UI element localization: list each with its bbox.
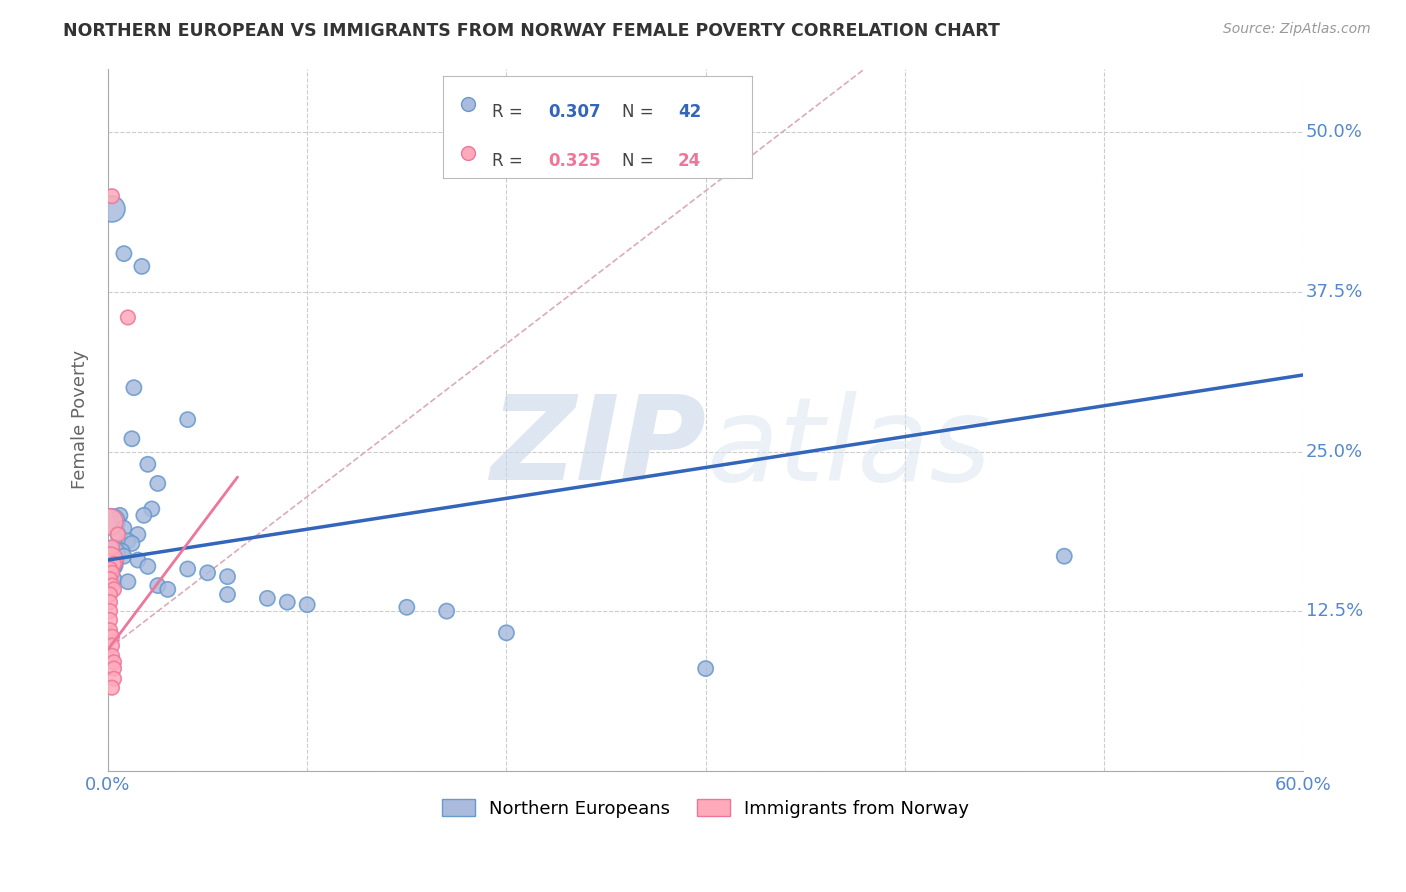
Point — [101, 630, 124, 644]
Point — [103, 557, 125, 571]
Point — [695, 662, 717, 676]
Point — [131, 260, 153, 274]
Point — [101, 639, 124, 653]
Text: 25.0%: 25.0% — [1306, 442, 1362, 460]
Text: 37.5%: 37.5% — [1306, 283, 1362, 301]
Point — [103, 549, 125, 564]
Text: 50.0%: 50.0% — [1306, 123, 1362, 141]
Text: 42: 42 — [678, 103, 702, 120]
Point — [156, 582, 179, 597]
Point — [98, 557, 121, 571]
Point — [1053, 549, 1076, 564]
Point — [101, 541, 124, 555]
Point — [276, 595, 298, 609]
Point — [103, 672, 125, 686]
Text: 12.5%: 12.5% — [1306, 602, 1362, 620]
Point — [127, 553, 149, 567]
Point — [103, 582, 125, 597]
Point — [101, 648, 124, 663]
Point — [107, 527, 129, 541]
Point — [112, 549, 135, 564]
Point — [101, 681, 124, 695]
Point — [217, 569, 239, 583]
Point — [146, 578, 169, 592]
Point — [103, 655, 125, 669]
Point — [495, 625, 517, 640]
Y-axis label: Female Poverty: Female Poverty — [72, 350, 89, 489]
Text: N =: N = — [623, 103, 659, 120]
Point — [176, 412, 198, 426]
Point — [98, 624, 121, 638]
Point — [117, 574, 139, 589]
Point — [436, 604, 458, 618]
Point — [256, 591, 278, 606]
Point — [111, 544, 134, 558]
Point — [197, 566, 219, 580]
Point — [101, 189, 124, 203]
Point — [457, 96, 479, 111]
Point — [117, 310, 139, 325]
Text: R =: R = — [492, 153, 529, 170]
Point — [117, 533, 139, 548]
Point — [103, 572, 125, 586]
Point — [146, 476, 169, 491]
Text: NORTHERN EUROPEAN VS IMMIGRANTS FROM NORWAY FEMALE POVERTY CORRELATION CHART: NORTHERN EUROPEAN VS IMMIGRANTS FROM NOR… — [63, 22, 1000, 40]
Point — [98, 572, 121, 586]
Text: 0.325: 0.325 — [548, 153, 600, 170]
Point — [112, 521, 135, 535]
Point — [127, 527, 149, 541]
Point — [101, 202, 124, 216]
Text: 24: 24 — [678, 153, 702, 170]
Point — [101, 515, 124, 529]
Point — [121, 432, 143, 446]
Legend: Northern Europeans, Immigrants from Norway: Northern Europeans, Immigrants from Norw… — [434, 792, 976, 825]
Point — [98, 562, 121, 576]
Point — [107, 527, 129, 541]
Text: atlas: atlas — [706, 391, 991, 505]
Point — [101, 566, 124, 580]
Point — [141, 502, 163, 516]
Point — [98, 613, 121, 627]
Point — [112, 246, 135, 260]
Point — [98, 604, 121, 618]
Point — [103, 559, 125, 574]
Point — [98, 515, 121, 529]
Point — [104, 541, 127, 555]
Point — [121, 536, 143, 550]
Text: N =: N = — [623, 153, 659, 170]
Point — [98, 553, 121, 567]
Point — [132, 508, 155, 523]
Point — [98, 587, 121, 601]
Point — [176, 562, 198, 576]
Point — [457, 145, 479, 160]
Text: R =: R = — [492, 103, 529, 120]
Text: 0.307: 0.307 — [548, 103, 600, 120]
Point — [101, 578, 124, 592]
Point — [108, 508, 131, 523]
Point — [101, 547, 124, 561]
Point — [395, 600, 418, 615]
Point — [217, 587, 239, 601]
Point — [98, 595, 121, 609]
Point — [103, 662, 125, 676]
Point — [122, 381, 145, 395]
Text: ZIP: ZIP — [489, 390, 706, 505]
Text: Source: ZipAtlas.com: Source: ZipAtlas.com — [1223, 22, 1371, 37]
Point — [136, 458, 159, 472]
Point — [297, 598, 319, 612]
Point — [136, 559, 159, 574]
